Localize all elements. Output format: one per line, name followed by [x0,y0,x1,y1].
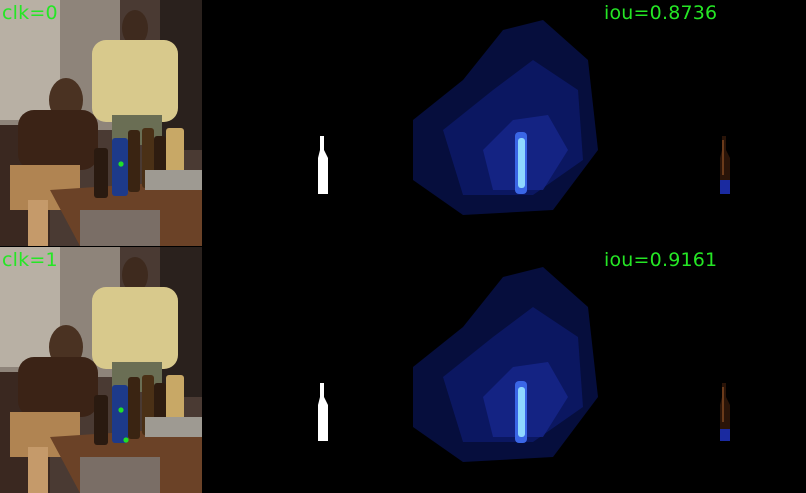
scene-photo [0,0,202,246]
heatmap-panel [403,247,604,493]
cropped-object-panel: iou=0.8736 [604,0,806,246]
input-photo-panel: clk=1 [0,247,202,493]
mask-image [318,136,328,194]
crop-image [720,136,730,194]
cropped-object-panel: iou=0.9161 [604,247,806,493]
click-point-dot [118,407,124,413]
predicted-mask-panel [202,247,403,493]
click-count-label: clk=0 [2,2,58,24]
click-point-dot [123,437,129,443]
heatmap-image [413,267,598,462]
iou-score-label: iou=0.9161 [604,249,718,271]
result-row: clk=0 iou=0.8736 [0,0,806,246]
click-point-dot [118,161,124,167]
crop-image [720,383,730,441]
predicted-mask-panel [202,0,403,246]
input-photo-panel: clk=0 [0,0,202,246]
heatmap-image [413,20,598,215]
click-count-label: clk=1 [2,249,58,271]
iou-score-label: iou=0.8736 [604,2,718,24]
scene-photo [0,247,202,493]
heatmap-panel [403,0,604,246]
result-row: clk=1 iou=0.9161 [0,247,806,493]
mask-image [318,383,328,441]
